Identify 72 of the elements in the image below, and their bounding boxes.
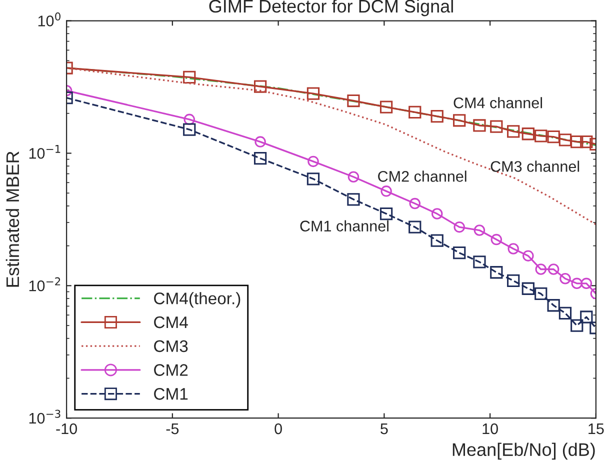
y-axis-title: Estimated MBER (6, 152, 20, 287)
point (580, 135, 593, 148)
y-tick-label: 10$^{0}$ (38, 12, 60, 26)
point (306, 172, 320, 186)
x-tick-label: 0 (274, 423, 282, 434)
annotation: CM4 channel (454, 97, 542, 108)
point (570, 135, 584, 148)
point (409, 198, 421, 210)
point (308, 156, 319, 168)
point (548, 264, 560, 275)
legend-label: CM2 (154, 364, 188, 376)
point (522, 282, 534, 295)
x-tick-label: 5 (380, 424, 388, 434)
point (558, 134, 572, 146)
point (254, 80, 267, 93)
point (380, 186, 392, 197)
x-tick-label: -5 (166, 424, 179, 434)
point (474, 224, 486, 236)
point (508, 243, 519, 254)
point (473, 256, 486, 268)
point (560, 273, 571, 284)
y-tick-label: 10$^{−2}$ (29, 277, 60, 292)
point (348, 171, 360, 182)
point (534, 287, 548, 300)
y-tick-label: 10$^{−3}$ (29, 410, 60, 424)
annotation: CM1 channel (300, 220, 388, 232)
point (473, 119, 486, 132)
point (254, 136, 266, 148)
point (347, 193, 360, 206)
point (408, 220, 422, 234)
x-tick-label: 15 (588, 424, 604, 434)
point (547, 130, 560, 144)
point (507, 274, 520, 288)
point (380, 100, 393, 114)
annotation: CM3 channel (490, 160, 580, 172)
point (453, 246, 466, 260)
point (490, 234, 502, 246)
point (408, 106, 422, 119)
point (453, 114, 466, 127)
point (570, 319, 584, 332)
x-axis-title: Mean[Eb/No] (dB) (452, 442, 595, 460)
point (430, 234, 444, 247)
annotation: CM2 channel (378, 170, 466, 182)
point (522, 128, 534, 140)
x-tick-label: -10 (56, 423, 77, 434)
point (380, 207, 393, 220)
y-tick-label: 10$^{−1}$ (29, 145, 60, 159)
point (490, 120, 503, 133)
point (534, 130, 548, 142)
point (183, 70, 196, 84)
point (306, 87, 320, 100)
point (507, 125, 520, 138)
point (431, 208, 443, 220)
point (183, 123, 196, 136)
point (490, 266, 503, 279)
x-tick-label: 10 (482, 423, 498, 434)
point (254, 152, 267, 165)
point (347, 94, 360, 108)
point (547, 299, 560, 312)
legend-label: CM3 (154, 340, 188, 352)
point (580, 278, 592, 290)
point (558, 306, 572, 320)
point (430, 110, 444, 123)
legend-label: CM4 (154, 316, 188, 328)
legend-label: CM1 (154, 388, 188, 400)
point (522, 250, 534, 262)
point (535, 264, 546, 275)
point (454, 221, 465, 233)
point (580, 310, 593, 324)
legend-label: CM4(theor.) (154, 292, 240, 308)
point (184, 114, 195, 126)
point (571, 278, 582, 290)
